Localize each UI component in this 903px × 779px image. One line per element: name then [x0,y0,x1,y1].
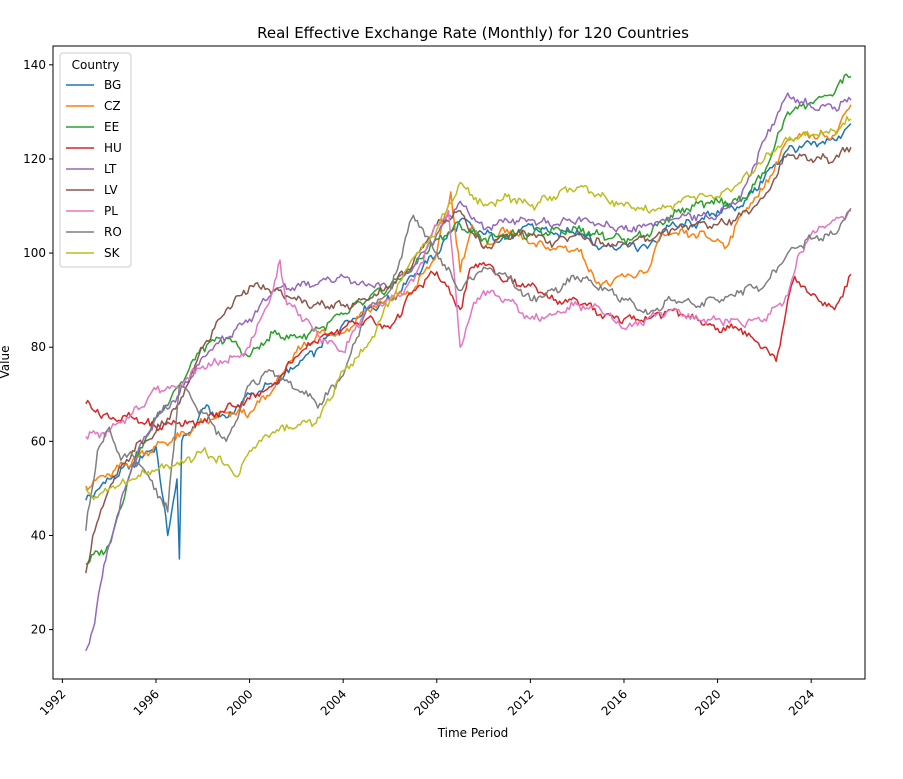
series-line-lv [85,146,852,574]
y-tick-label: 100 [23,246,46,260]
y-tick-label: 20 [31,623,46,637]
y-axis: 20 40 60 80 100 120 140 [23,58,53,637]
legend: Country BG CZ EE HU LT LV PL RO SK [59,52,132,268]
legend-label-pl: PL [104,204,118,218]
series-line-ro [85,207,852,531]
legend-label-sk: SK [104,246,121,260]
y-tick-label: 60 [31,434,46,448]
series-line-pl [85,209,852,440]
legend-label-ee: EE [104,120,119,134]
y-axis-title: Value [0,346,12,379]
legend-label-lv: LV [104,183,118,197]
y-tick-label: 140 [23,58,46,72]
series-layer [85,73,852,652]
series-line-lt [85,92,852,652]
legend-label-bg: BG [104,78,121,92]
legend-label-ro: RO [104,225,122,239]
legend-label-cz: CZ [104,99,121,113]
plot-frame [52,45,866,680]
y-tick-label: 80 [31,340,46,354]
y-tick-label: 120 [23,152,46,166]
legend-items: BG CZ EE HU LT LV PL RO SK [66,78,122,260]
legend-title: Country [72,58,120,72]
chart-title: Real Effective Exchange Rate (Monthly) f… [257,24,689,42]
series-line-sk [85,115,852,501]
series-line-cz [85,104,852,491]
legend-label-lt: LT [104,162,117,176]
x-axis-title: Time Period [437,726,509,740]
plot-area [52,45,866,680]
y-tick-label: 40 [31,528,46,542]
legend-label-hu: HU [104,141,122,155]
series-line-ee [85,73,852,565]
series-line-hu [85,261,852,432]
